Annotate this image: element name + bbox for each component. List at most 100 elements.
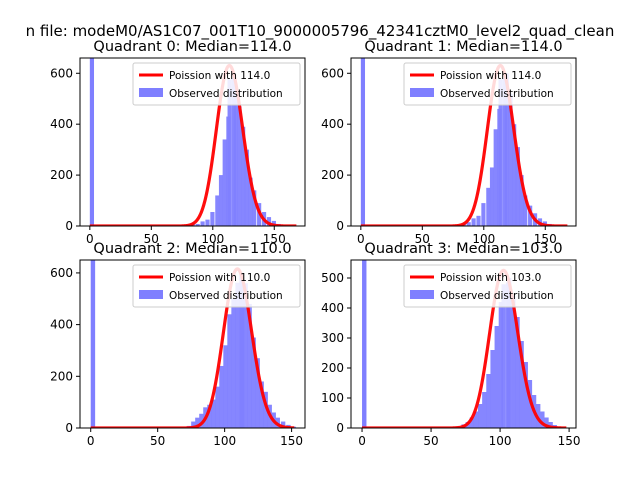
- histogram-bar: [243, 283, 248, 428]
- legend: Poission with 110.0 Observed distribution: [132, 264, 301, 308]
- histogram-bar: [494, 326, 499, 428]
- x-tick-label: 0: [357, 232, 365, 246]
- legend-box: [132, 62, 301, 106]
- histogram-bar: [223, 345, 228, 428]
- histogram-bar: [231, 78, 236, 226]
- histogram-bar: [235, 282, 240, 428]
- histogram-bar: [528, 205, 533, 226]
- x-tick-label: 100: [472, 232, 495, 246]
- subplot-3: Quadrant 3: Median=103.0 0 50 100 150 0 100 200…: [321, 241, 580, 448]
- histogram-bar: [482, 392, 487, 428]
- plot-area: [361, 260, 568, 428]
- y-tick-label: 400: [321, 301, 344, 315]
- histogram-bar-zero: [90, 260, 96, 428]
- histogram-bar: [501, 284, 506, 428]
- legend-box: [132, 264, 301, 308]
- histogram-bar: [511, 296, 516, 428]
- histogram-bar: [523, 195, 528, 226]
- histogram-bar: [486, 187, 491, 226]
- legend: Poission with 114.0 Observed distribution: [132, 62, 301, 106]
- histogram-bar: [210, 212, 215, 226]
- histogram-bar-zero: [360, 58, 366, 226]
- histogram-bar: [195, 417, 200, 428]
- y-tick-label: 200: [50, 168, 73, 182]
- y-tick-label: 0: [336, 219, 344, 233]
- histogram-bar: [200, 221, 205, 226]
- histogram-bar: [481, 203, 486, 226]
- subplot-title: Quadrant 2: Median=110.0: [93, 241, 291, 257]
- histogram-bar: [227, 314, 232, 428]
- histogram-bar: [486, 374, 491, 428]
- histogram-bar: [523, 362, 528, 428]
- legend-observed-swatch: [139, 290, 163, 299]
- histogram-bar: [239, 281, 245, 428]
- suptitle: n file: modeM0/AS1C07_001T10_9000005796_…: [26, 22, 615, 41]
- histogram-bar: [271, 220, 276, 226]
- histogram-bar: [489, 167, 495, 226]
- plot-area: [88, 58, 298, 226]
- x-tick-label: 0: [87, 434, 95, 448]
- x-tick-label: 0: [86, 232, 94, 246]
- y-tick-label: 600: [50, 266, 73, 280]
- y-tick-label: 400: [50, 318, 73, 332]
- axes-frame: [79, 57, 306, 227]
- poisson-curve: [89, 267, 296, 428]
- x-tick-label: 150: [558, 434, 581, 448]
- subplot-grid: Quadrant 0: Median=114.0 0 50 100 150 0 200 400…: [50, 39, 580, 448]
- subplot-0: Quadrant 0: Median=114.0 0 50 100 150 0 200 400…: [50, 39, 306, 246]
- x-tick-label: 150: [534, 232, 557, 246]
- histogram-bar: [252, 190, 257, 226]
- legend-observed-label: Observed distribution: [440, 290, 554, 302]
- histogram-bar: [255, 358, 260, 428]
- histogram-bar: [512, 124, 517, 226]
- poisson-curve: [359, 63, 569, 226]
- y-tick-label: 100: [321, 391, 344, 405]
- legend-box: [403, 62, 572, 106]
- y-tick-label: 600: [50, 66, 73, 80]
- histogram-bar: [248, 177, 253, 226]
- histogram-bar: [191, 421, 196, 428]
- y-tick-label: 400: [321, 117, 344, 131]
- legend-poisson-label: Poission with 114.0: [169, 70, 270, 82]
- histogram-bar: [241, 126, 246, 226]
- histogram-bar: [215, 386, 220, 428]
- histogram-bar: [259, 381, 264, 428]
- histogram-bar: [222, 139, 227, 226]
- histogram-bar: [548, 422, 553, 428]
- x-tick-label: 100: [489, 434, 512, 448]
- plot-area: [89, 260, 297, 428]
- legend-poisson-label: Poission with 114.0: [440, 70, 541, 82]
- histogram-bar: [471, 218, 476, 226]
- y-tick-label: 0: [65, 421, 73, 435]
- y-tick-label: 600: [321, 66, 344, 80]
- x-tick-label: 100: [213, 434, 236, 448]
- subplot-title: Quadrant 0: Median=114.0: [93, 39, 291, 55]
- histogram-bar-zero: [362, 260, 367, 428]
- legend-box: [403, 264, 572, 308]
- legend-observed-swatch: [410, 290, 434, 299]
- histogram-bar: [199, 413, 204, 428]
- histogram-bar: [266, 217, 272, 226]
- histogram-bar: [244, 149, 249, 226]
- y-tick-label: 0: [65, 219, 73, 233]
- histogram-bar: [231, 298, 236, 428]
- histogram-bar: [280, 421, 286, 428]
- histogram-bar: [247, 303, 252, 428]
- legend-observed-label: Observed distribution: [440, 88, 554, 100]
- histogram-bar: [490, 350, 495, 428]
- legend: Poission with 103.0 Observed distribution: [403, 264, 572, 308]
- x-tick-label: 150: [280, 434, 303, 448]
- plot-area: [359, 58, 569, 226]
- x-tick-label: 50: [150, 434, 165, 448]
- histogram-bar: [205, 219, 210, 226]
- y-tick-label: 200: [321, 361, 344, 375]
- legend-observed-swatch: [410, 88, 434, 97]
- histogram-bar: [498, 79, 503, 226]
- y-tick-label: 500: [321, 271, 344, 285]
- legend-poisson-label: Poission with 103.0: [440, 272, 541, 284]
- histogram-bar: [493, 129, 498, 226]
- histogram-bar: [218, 175, 224, 226]
- histogram-bar: [498, 302, 504, 428]
- histogram-bar: [211, 399, 216, 428]
